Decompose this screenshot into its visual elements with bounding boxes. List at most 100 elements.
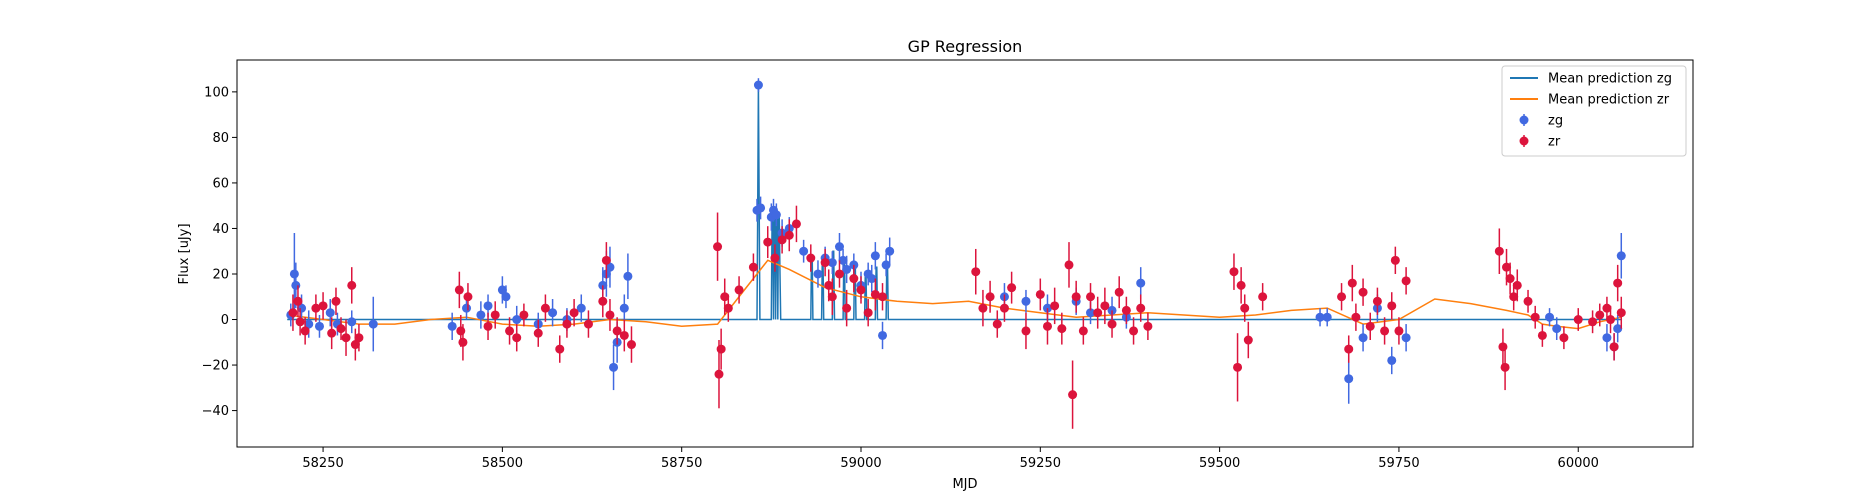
data-point-zr [454, 285, 464, 295]
data-point-zg [297, 303, 307, 313]
y-tick-label: 100 [204, 85, 229, 100]
data-point-zg [834, 242, 844, 252]
data-point-zr [713, 242, 723, 252]
data-point-zr [1500, 362, 1510, 372]
data-point-zg [609, 362, 619, 372]
data-point-zg [1552, 324, 1562, 334]
data-point-zr [1358, 287, 1368, 297]
data-point-zr [512, 333, 522, 343]
data-point-zr [748, 262, 758, 272]
data-point-zr [1233, 362, 1243, 372]
data-point-zr [540, 303, 550, 313]
data-point-zr [1559, 333, 1569, 343]
data-point-zg [813, 269, 823, 279]
x-tick-label: 59250 [1020, 456, 1061, 471]
data-point-zg [605, 262, 615, 272]
y-tick-label: 60 [212, 176, 229, 191]
data-point-zg [347, 317, 357, 327]
data-point-zr [1523, 296, 1533, 306]
data-point-zg [1613, 324, 1623, 334]
data-point-zr [1380, 326, 1390, 336]
data-point-zr [827, 292, 837, 302]
data-point-zr [1609, 342, 1619, 352]
data-point-zr [336, 324, 346, 334]
data-point-zr [834, 269, 844, 279]
data-point-zr [999, 303, 1009, 313]
data-point-zr [878, 292, 888, 302]
y-tick-label: 40 [212, 222, 229, 237]
data-point-zr [456, 326, 466, 336]
data-point-zr [985, 292, 995, 302]
data-point-zr [1007, 283, 1017, 293]
data-point-zr [1588, 317, 1598, 327]
legend-box [1501, 65, 1687, 157]
series-line-mean-prediction-zr [287, 259, 1622, 330]
data-point-zr [716, 344, 726, 354]
data-point-zr [1100, 301, 1110, 311]
data-point-zg [881, 260, 891, 270]
data-point-zr [1351, 312, 1361, 322]
data-point-zr [1240, 303, 1250, 313]
data-point-zg [753, 80, 763, 90]
data-point-zr [791, 219, 801, 229]
data-point-zr [1530, 312, 1540, 322]
data-point-zr [714, 369, 724, 379]
data-point-zr [300, 326, 310, 336]
data-point-zg [1086, 308, 1096, 318]
data-point-zr [327, 328, 337, 338]
data-point-zg [483, 301, 493, 311]
x-tick-label: 59000 [840, 456, 881, 471]
data-point-zg [1322, 312, 1332, 322]
data-point-zr [612, 326, 622, 336]
data-point-zr [763, 237, 773, 247]
data-point-zr [318, 301, 328, 311]
data-point-zr [583, 319, 593, 329]
data-point-zg [623, 271, 633, 281]
data-point-zg [1358, 333, 1368, 343]
data-point-zg [512, 315, 522, 325]
data-point-zr [1537, 330, 1547, 340]
legend-label: zg [1548, 114, 1563, 129]
data-point-zr [1136, 303, 1146, 313]
data-point-zr [293, 296, 303, 306]
data-point-zg [878, 330, 888, 340]
x-tick-label: 60000 [1558, 456, 1599, 471]
data-point-zr [1035, 289, 1045, 299]
x-tick-label: 59750 [1378, 456, 1419, 471]
y-axis-label: Flux [uJy] [177, 223, 192, 284]
legend: Mean prediction zg Mean prediction zr zg zr [1501, 65, 1687, 157]
data-point-zr [971, 267, 981, 277]
data-point-zr [295, 317, 305, 327]
series-line-mean-prediction-zg [287, 84, 1622, 321]
data-point-zg [827, 258, 837, 268]
data-point-zr [1498, 342, 1508, 352]
data-point-zr [1372, 296, 1382, 306]
data-point-zg [619, 303, 629, 313]
data-point-zr [1071, 292, 1081, 302]
y-tick-label: −40 [202, 404, 229, 419]
data-point-zr [1394, 326, 1404, 336]
axes-frame [236, 59, 1694, 448]
data-point-zr [626, 340, 636, 350]
data-point-zg [870, 251, 880, 261]
data-point-zg [1344, 374, 1354, 384]
data-point-zr [1068, 390, 1078, 400]
data-point-zr [1606, 315, 1616, 325]
data-point-zr [1107, 319, 1117, 329]
data-point-zg [756, 203, 766, 213]
data-point-zr [824, 280, 834, 290]
data-point-zg [476, 310, 486, 320]
data-point-zr [555, 344, 565, 354]
data-point-zr [820, 258, 830, 268]
data-point-zr [723, 303, 733, 313]
data-point-zr [842, 303, 852, 313]
data-point-zr [1086, 292, 1096, 302]
data-point-zr [1114, 287, 1124, 297]
data-point-zr [1050, 301, 1060, 311]
x-tick-label: 58500 [482, 456, 523, 471]
data-point-zr [1387, 301, 1397, 311]
data-point-zg [1616, 251, 1626, 261]
data-point-zr [288, 308, 298, 318]
data-point-zg [325, 308, 335, 318]
data-point-zr [1243, 335, 1253, 345]
